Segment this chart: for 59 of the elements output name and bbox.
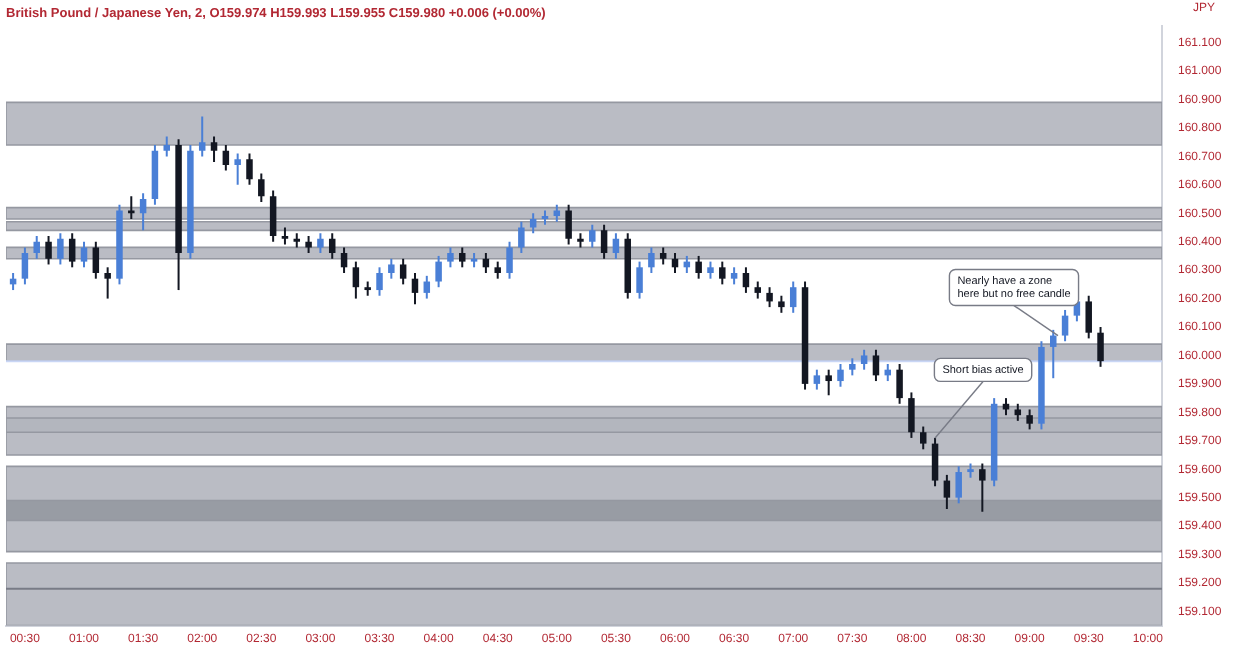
candlestick [128, 195, 135, 220]
candlestick [1050, 328, 1057, 380]
candlestick [104, 266, 111, 300]
candlestick [695, 254, 702, 280]
candlestick [636, 260, 643, 300]
candlestick [198, 115, 206, 158]
candlestick [68, 232, 76, 269]
candlestick [896, 362, 903, 405]
candlestick [1097, 326, 1104, 368]
candlestick [506, 240, 513, 280]
candlestick [518, 220, 525, 255]
candlestick [139, 192, 147, 232]
candlestick [352, 260, 360, 300]
candlestick [210, 135, 218, 164]
candlestick [931, 436, 939, 488]
candlestick [860, 348, 868, 371]
candlestick [328, 232, 336, 260]
candlestick [943, 473, 951, 511]
candlestick [399, 257, 407, 286]
candlestick [979, 462, 986, 513]
candlestick [80, 240, 88, 269]
candlestick [388, 257, 395, 280]
candlestick [955, 465, 962, 505]
candlestick [1061, 308, 1069, 343]
candlestick [825, 368, 832, 397]
candlestick [234, 152, 241, 186]
candlestick [872, 348, 880, 383]
candlestick [648, 246, 655, 274]
candlestick [246, 152, 253, 186]
candlestick [222, 144, 230, 172]
candlestick [813, 368, 821, 391]
candlestick [317, 232, 324, 255]
candlestick [766, 286, 773, 309]
candlestick [21, 246, 29, 286]
candlestick [447, 246, 454, 269]
candlestick [435, 254, 442, 289]
candlestick [1026, 408, 1033, 431]
candlestick [1085, 294, 1092, 340]
candlestick [908, 391, 915, 439]
candlestick [837, 362, 844, 388]
candlestick [742, 266, 750, 294]
candlestick [565, 203, 572, 246]
candlestick [789, 280, 797, 314]
candlestick [919, 425, 927, 451]
candlestick [258, 172, 265, 203]
candlestick [376, 266, 383, 297]
candlestick [719, 260, 726, 286]
candlestick [269, 189, 277, 243]
candlestick [340, 246, 348, 274]
candlestick [45, 235, 52, 266]
candlestick [459, 246, 466, 269]
candlestick [589, 223, 596, 249]
candlestick [612, 232, 620, 260]
candlestick [33, 235, 40, 260]
candlestick [92, 240, 100, 280]
candlestick [163, 135, 170, 158]
candlestick [411, 271, 419, 306]
candlestick [600, 223, 608, 260]
candlestick [57, 232, 64, 266]
